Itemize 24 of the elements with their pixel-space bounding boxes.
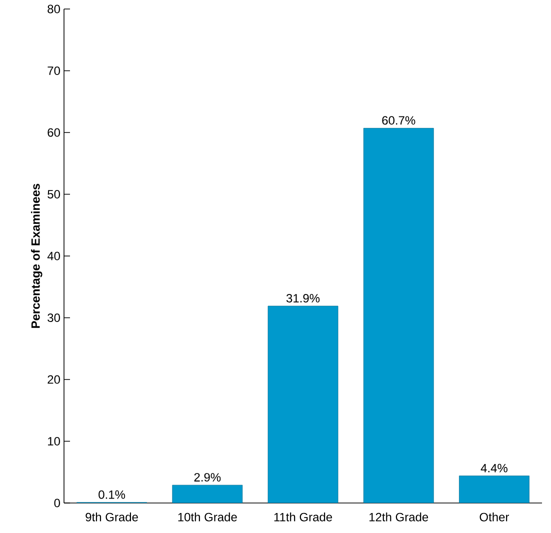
y-tick-label: 0: [54, 498, 60, 508]
y-tick-label: 80: [48, 4, 60, 14]
bar: [268, 306, 338, 503]
bar: [363, 128, 434, 503]
y-tick-label: 10: [48, 437, 60, 446]
x-tick-label: 12th Grade: [369, 512, 428, 522]
data-label: 0.1%: [98, 490, 126, 499]
bar: [459, 476, 530, 503]
data-label: 31.9%: [286, 294, 320, 302]
x-tick-label: 10th Grade: [178, 512, 237, 522]
data-label: 2.9%: [194, 473, 221, 482]
y-tick-label: 40: [47, 252, 60, 260]
data-label: 60.7%: [382, 116, 416, 125]
y-tick-label: 20: [48, 375, 60, 384]
y-tick-label: 30: [48, 314, 60, 322]
data-label: 4.4%: [480, 464, 508, 472]
bar: [172, 484, 243, 503]
y-tick-label: 70: [48, 66, 60, 75]
y-axis-title: Percentage of Examinees: [31, 184, 42, 328]
y-tick-label: 60: [48, 128, 60, 137]
y-tick-label: 50: [48, 190, 60, 198]
x-tick-label: 9th Grade: [86, 512, 138, 522]
x-tick-label: 11th Grade: [274, 512, 332, 522]
x-tick-label: Other: [480, 512, 510, 522]
